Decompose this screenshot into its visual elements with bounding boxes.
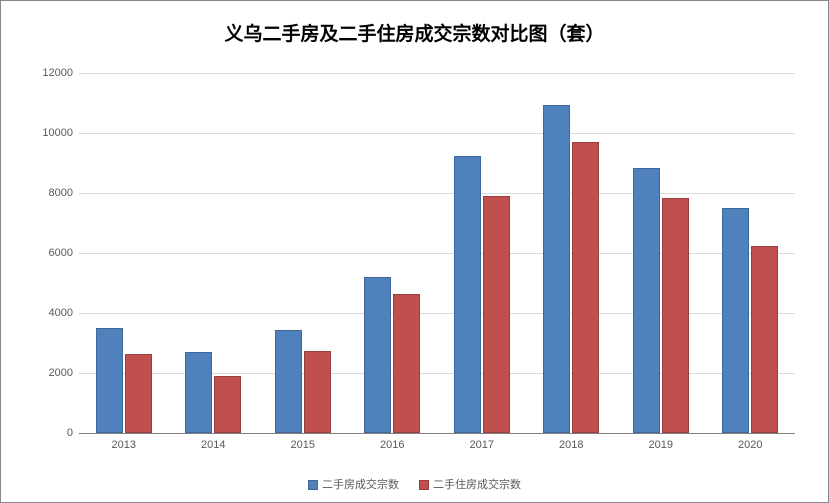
- bar: [185, 352, 212, 433]
- y-tick-label: 10000: [42, 127, 73, 139]
- y-tick-label: 2000: [49, 367, 73, 379]
- x-tick-label: 2020: [738, 439, 762, 451]
- legend-label: 二手房成交宗数: [322, 479, 399, 491]
- bar: [393, 294, 420, 434]
- x-tick-label: 2014: [201, 439, 225, 451]
- bar: [751, 246, 778, 434]
- gridline: [79, 73, 795, 74]
- bar: [722, 208, 749, 433]
- legend-swatch: [308, 480, 318, 490]
- legend-item: 二手房成交宗数: [308, 476, 399, 492]
- y-tick-label: 12000: [42, 67, 73, 79]
- legend-item: 二手住房成交宗数: [419, 476, 521, 492]
- x-tick-label: 2015: [291, 439, 315, 451]
- y-tick-label: 4000: [49, 307, 73, 319]
- bar: [662, 198, 689, 434]
- bar: [483, 196, 510, 433]
- x-tick-label: 2013: [112, 439, 136, 451]
- gridline: [79, 133, 795, 134]
- bar: [454, 156, 481, 434]
- gridline: [79, 193, 795, 194]
- y-tick-label: 6000: [49, 247, 73, 259]
- x-axis: [79, 433, 795, 434]
- bar: [125, 354, 152, 434]
- chart-title: 义乌二手房及二手住房成交宗数对比图（套）: [1, 1, 828, 46]
- x-tick-label: 2018: [559, 439, 583, 451]
- x-tick-label: 2019: [649, 439, 673, 451]
- legend: 二手房成交宗数 二手住房成交宗数: [1, 476, 828, 492]
- bar: [275, 330, 302, 434]
- bar: [543, 105, 570, 434]
- legend-label: 二手住房成交宗数: [433, 479, 521, 491]
- bar: [304, 351, 331, 434]
- y-tick-label: 0: [67, 427, 73, 439]
- x-tick-label: 2016: [380, 439, 404, 451]
- bar: [364, 277, 391, 433]
- bar: [214, 376, 241, 433]
- x-tick-label: 2017: [470, 439, 494, 451]
- legend-swatch: [419, 480, 429, 490]
- y-tick-label: 8000: [49, 187, 73, 199]
- bar: [96, 328, 123, 433]
- bar: [572, 142, 599, 433]
- bar: [633, 168, 660, 434]
- plot-area: 0200040006000800010000120002013201420152…: [79, 73, 795, 433]
